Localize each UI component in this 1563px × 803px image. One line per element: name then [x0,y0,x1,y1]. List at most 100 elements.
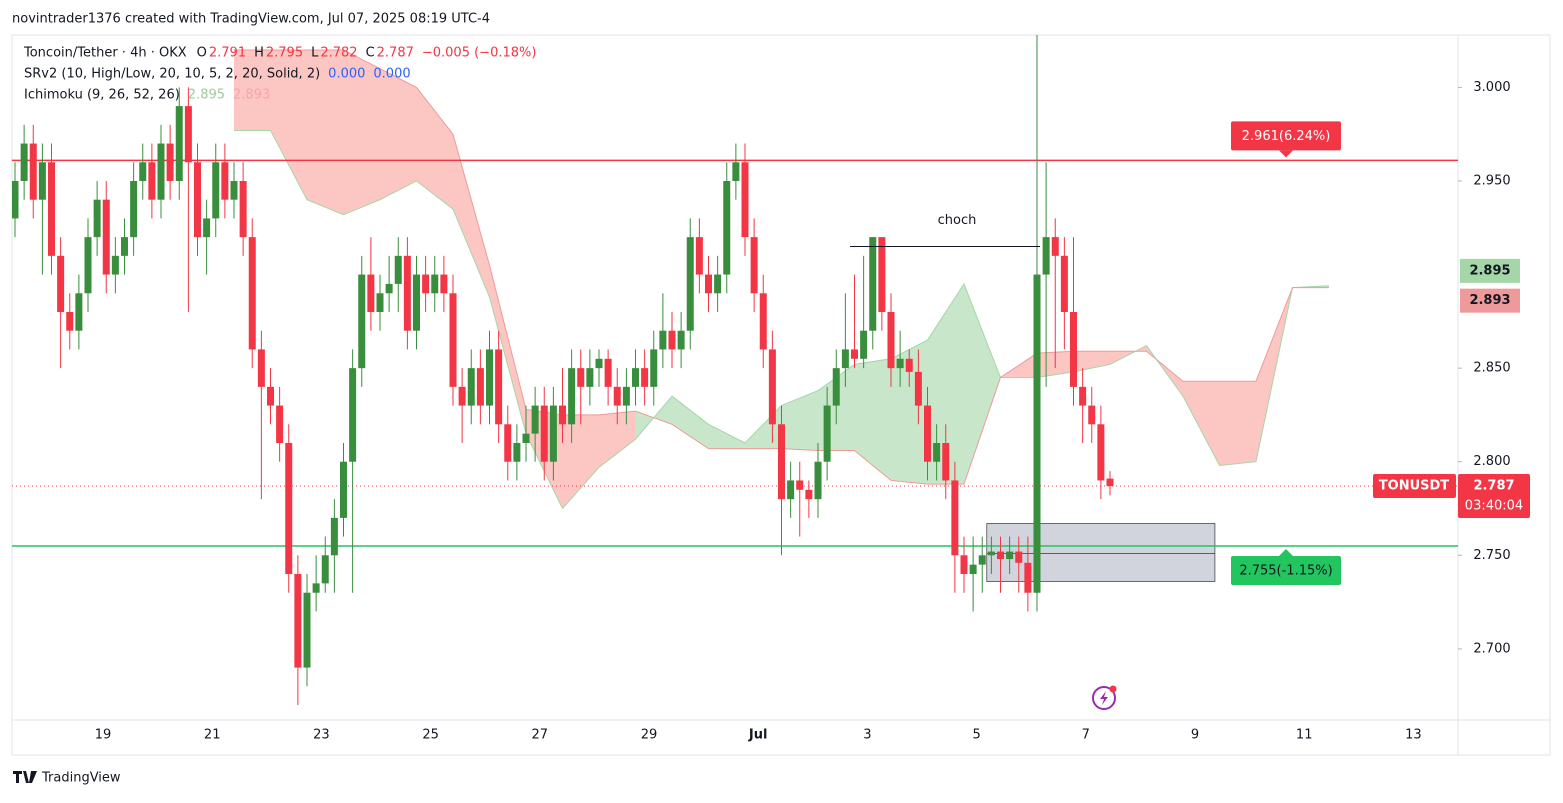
candle-body [823,405,831,462]
brand-logo[interactable]: TradingView [13,771,121,786]
y-tick-label: 2.700 [1473,641,1510,656]
cloud-segment [1219,381,1256,466]
legend-text: Ichimoku (9, 26, 52, 26) [24,88,180,103]
candle-body [212,162,220,219]
candle-body [394,255,402,284]
candle-body [960,555,968,575]
candle-body [577,368,585,387]
candle-body [586,368,594,387]
candle-body [358,274,366,369]
candle-body [695,237,703,275]
candle-body [130,180,138,238]
y-tick-label: 2.950 [1473,173,1510,188]
cloud-tag-label: 2.893 [1469,293,1510,308]
candle-body [568,368,576,425]
candle-body [622,386,630,406]
candle-body [321,555,329,584]
candle-body [750,237,758,294]
candle-body [595,358,603,369]
candle-body [522,433,530,444]
candle-body [75,293,83,331]
x-tick-label: 5 [972,728,980,743]
candle-body [111,255,119,275]
candle-body [714,274,722,294]
candle-body [121,237,128,256]
candle-body [57,255,65,312]
legend-text: 2.895 [188,88,225,103]
x-tick-label: 21 [204,728,221,743]
candle-body [330,517,338,556]
candle-body [476,368,484,406]
candle-body [513,443,521,462]
legend-text: O [197,46,207,61]
candle-body [48,162,55,256]
legend-text: 0.000 [373,67,410,82]
candle-body [978,555,986,565]
candle-body [139,162,147,181]
candle-body [367,274,375,312]
legend-text: 2.787 [377,46,414,61]
level-tag [1231,121,1341,151]
candle-body [851,349,858,359]
cloud-segment [234,49,271,131]
level-tag [1231,555,1341,585]
overlay: Toncoin/Tether · 4h · OKX O 2.791 H 2.795 L 2.… [23,46,1530,743]
candle-body [723,180,731,275]
candle-body [805,489,813,500]
candle-body [668,330,676,350]
candle-body [413,274,420,331]
cloud-segment [416,87,453,210]
candle-body [486,349,493,406]
cloud-segment [270,49,307,200]
candle-body [12,180,19,219]
candle-body [303,592,311,668]
candle-body [549,405,557,462]
cloud-segment [964,283,1001,485]
candle-body [787,480,795,500]
candle-body [239,180,247,238]
y-tick-label: 2.800 [1473,454,1510,469]
candle-body [1051,237,1059,256]
candle-body [1097,424,1105,481]
candle-body [248,237,256,350]
cloud-segment [343,49,380,215]
candle-body [914,371,922,406]
candle-body [814,461,822,500]
cloud-segment [489,265,526,434]
symbol-tag-label: TONUSDT [1379,479,1450,494]
candle-body [376,293,384,312]
x-tick-label: 9 [1191,728,1199,743]
candle-body [869,237,877,331]
candle-body [1106,478,1114,487]
candle-body [641,368,649,387]
candle-body [997,551,1004,560]
legend-text: 0.000 [328,67,365,82]
legend-text: L [311,46,319,61]
candle-body [969,564,977,575]
y-tick-label: 3.000 [1473,80,1510,95]
cloud-segment [672,396,709,449]
y-tick-label: 2.850 [1473,361,1510,376]
candle-body [841,349,849,369]
x-tick-label: 13 [1405,728,1422,743]
level-tag-pointer [1279,548,1293,556]
alert-icon[interactable] [1092,685,1117,710]
candle-body [796,480,804,490]
legend-text: H [254,46,264,61]
candle-body [385,283,393,294]
candle-body [340,461,347,518]
candle-body [467,368,475,406]
candle-body [659,330,667,350]
candle-body [440,274,448,294]
candle-body [294,574,302,668]
x-tick-label: 27 [532,728,549,743]
legend-text: C [366,46,375,61]
cloud-tag-label: 2.895 [1469,263,1510,278]
candle-body [175,106,183,181]
candle-body [942,443,950,481]
candle-body [705,274,712,294]
candle-body [349,368,357,462]
candle-body [84,237,92,294]
x-tick-label: 23 [313,728,330,743]
